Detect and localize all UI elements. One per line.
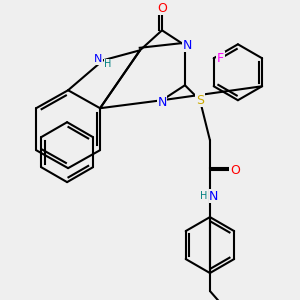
Text: S: S bbox=[196, 94, 204, 107]
Text: H: H bbox=[200, 191, 208, 201]
Text: H: H bbox=[104, 59, 112, 69]
Text: N: N bbox=[182, 39, 192, 52]
Text: N: N bbox=[209, 190, 219, 202]
Text: N: N bbox=[157, 96, 167, 109]
Text: O: O bbox=[157, 2, 167, 15]
Text: O: O bbox=[230, 164, 240, 177]
Text: F: F bbox=[217, 52, 224, 65]
Text: N: N bbox=[94, 54, 102, 64]
